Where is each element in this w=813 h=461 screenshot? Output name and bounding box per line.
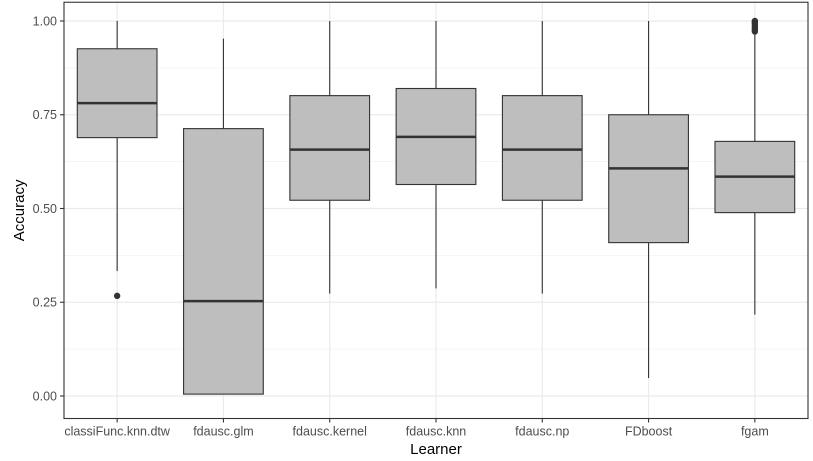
box-classiFunc.knn.dtw bbox=[76, 21, 158, 300]
x-tick-label: fgam bbox=[741, 425, 769, 439]
y-tick-label: 0.00 bbox=[33, 389, 57, 403]
box-FDboost bbox=[608, 21, 689, 378]
y-tick-label: 1.00 bbox=[33, 14, 57, 28]
x-tick-label: fdausc.np bbox=[515, 425, 569, 439]
box-fdausc.knn bbox=[395, 21, 477, 289]
y-axis-title: Accuracy bbox=[11, 179, 28, 241]
iqr-box bbox=[183, 128, 264, 395]
outlier-point bbox=[113, 292, 121, 300]
outlier-point bbox=[751, 17, 759, 25]
y-tick-label: 0.75 bbox=[33, 108, 57, 122]
boxes-layer bbox=[76, 17, 796, 395]
y-tick-label: 0.25 bbox=[33, 296, 57, 310]
box-fdausc.kernel bbox=[289, 21, 371, 294]
box-fdausc.np bbox=[501, 21, 583, 294]
x-tick-label: classiFunc.knn.dtw bbox=[64, 425, 171, 439]
x-tick-label: fdausc.kernel bbox=[293, 425, 367, 439]
x-axis-ticks: classiFunc.knn.dtw fdausc.glm fdausc.kerne… bbox=[64, 418, 769, 439]
iqr-box bbox=[289, 95, 371, 201]
iqr-box bbox=[501, 95, 583, 201]
iqr-box bbox=[608, 114, 689, 244]
x-tick-label: fdausc.knn bbox=[406, 425, 467, 439]
y-axis-ticks: 0.00 0.25 0.50 0.75 1.00 bbox=[33, 14, 64, 403]
box-fdausc.glm bbox=[183, 38, 264, 395]
y-tick-label: 0.50 bbox=[33, 202, 57, 216]
x-axis-title: Learner bbox=[410, 441, 462, 458]
box-fgam bbox=[714, 17, 796, 315]
x-tick-label: fdausc.glm bbox=[193, 425, 253, 439]
x-tick-label: FDboost bbox=[625, 425, 673, 439]
iqr-box bbox=[76, 48, 158, 139]
